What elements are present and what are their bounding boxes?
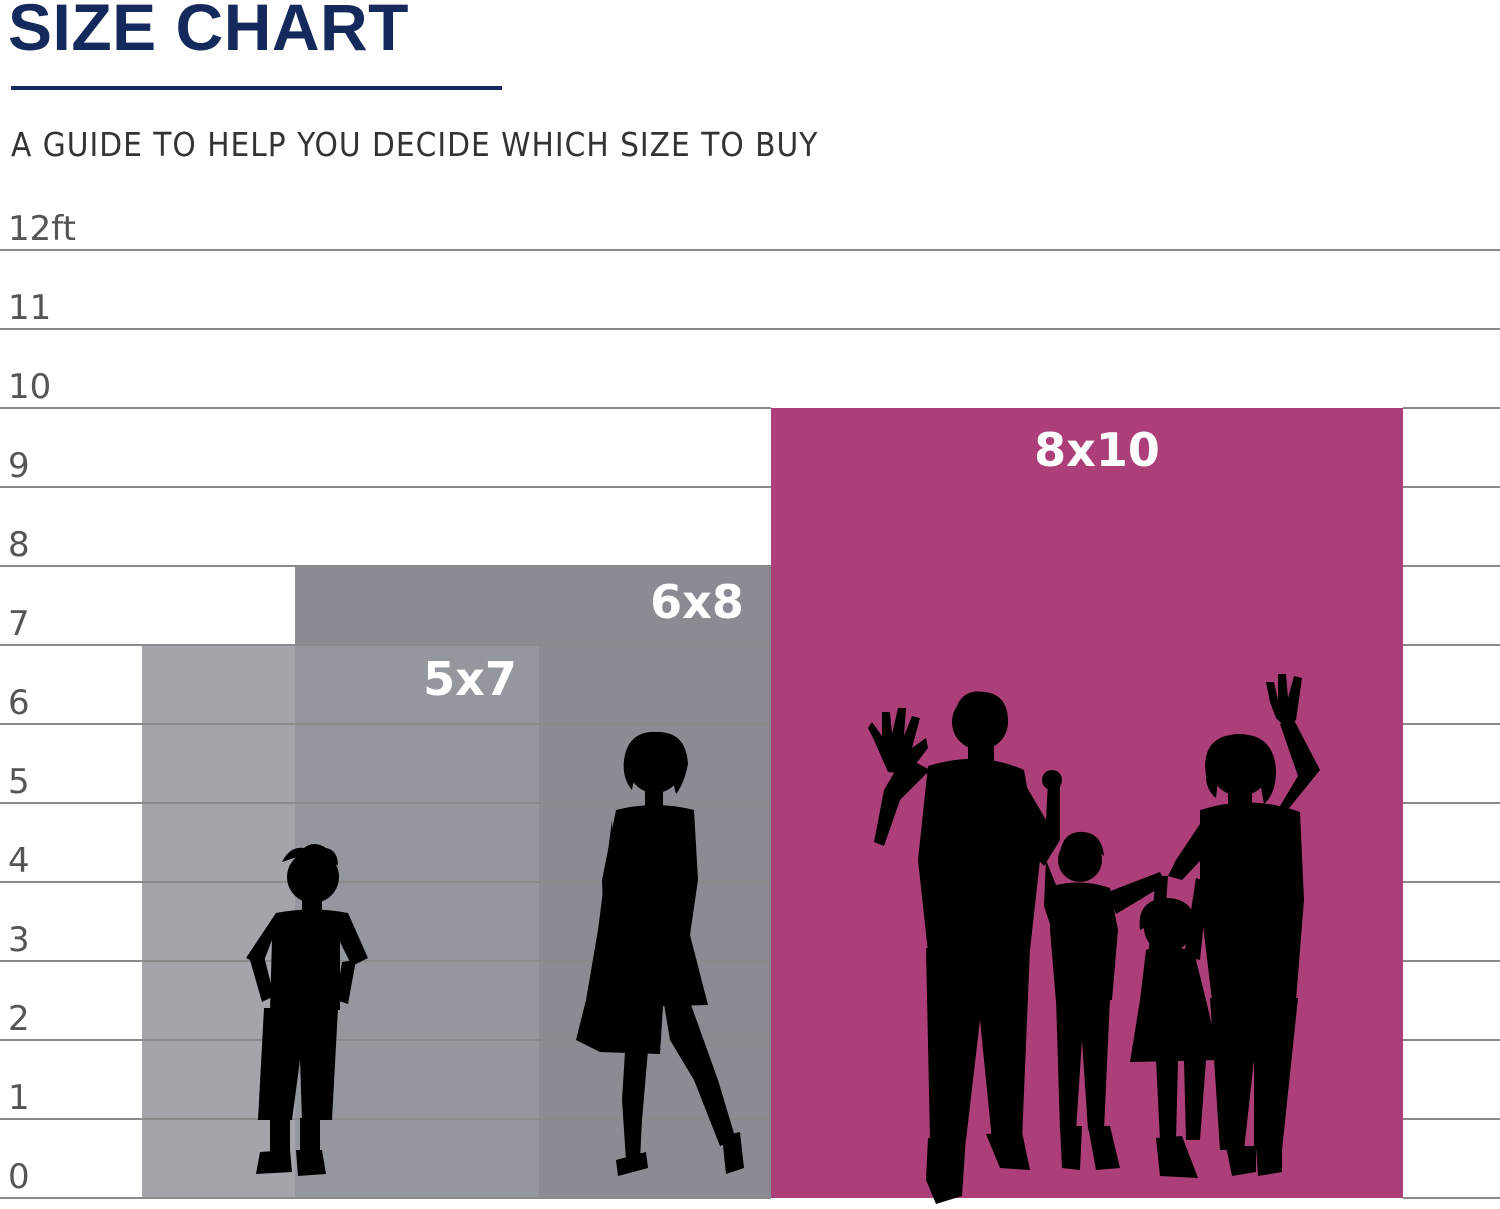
y-tick-label-1: 1 <box>8 1078 30 1118</box>
page-subtitle: A GUIDE TO HELP YOU DECIDE WHICH SIZE TO… <box>11 125 819 164</box>
rug-areas <box>142 408 1403 1198</box>
y-tick-label-2: 2 <box>8 999 30 1039</box>
y-tick-label-12: 12ft <box>8 209 76 249</box>
y-axis-ticks: 0 1 2 3 4 5 6 7 8 9 10 11 12ft <box>8 209 76 1197</box>
y-tick-label-9: 9 <box>8 446 30 486</box>
y-tick-label-6: 6 <box>8 683 30 723</box>
family-silhouette-icon <box>868 674 1320 1204</box>
y-tick-label-0: 0 <box>8 1157 30 1197</box>
y-tick-label-5: 5 <box>8 762 30 802</box>
child-silhouette-icon <box>246 844 368 1176</box>
y-tick-label-3: 3 <box>8 920 30 960</box>
rug-label-6x8: 6x8 <box>650 575 744 629</box>
y-tick-label-4: 4 <box>8 841 30 881</box>
rug-label-5x7: 5x7 <box>423 652 517 706</box>
title-underline <box>11 86 502 90</box>
rug-label-8x10: 8x10 <box>1034 423 1160 477</box>
rug-size-labels: 5x7 6x8 8x10 <box>423 423 1160 706</box>
y-tick-label-11: 11 <box>8 288 51 328</box>
woman-silhouette-icon <box>576 731 744 1176</box>
page-title: SIZE CHART <box>8 0 409 64</box>
y-tick-label-10: 10 <box>8 367 51 407</box>
y-tick-label-7: 7 <box>8 604 30 644</box>
y-tick-label-8: 8 <box>8 525 30 565</box>
